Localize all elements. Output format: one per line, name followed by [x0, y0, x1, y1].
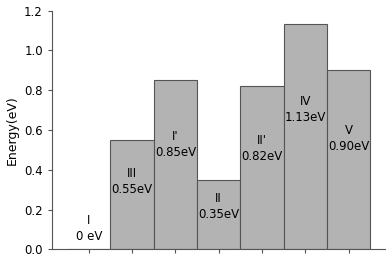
- Text: I
0 eV: I 0 eV: [75, 214, 102, 244]
- Bar: [283, 24, 327, 249]
- Bar: [154, 80, 197, 249]
- Text: IV
1.13eV: IV 1.13eV: [285, 95, 326, 124]
- Bar: [197, 180, 240, 249]
- Text: II'
0.82eV: II' 0.82eV: [241, 134, 283, 163]
- Text: III
0.55eV: III 0.55eV: [111, 167, 152, 196]
- Bar: [110, 140, 154, 249]
- Text: II
0.35eV: II 0.35eV: [198, 192, 239, 221]
- Y-axis label: Energy(eV): Energy(eV): [5, 95, 18, 165]
- Text: V
0.90eV: V 0.90eV: [328, 124, 369, 153]
- Text: I'
0.85eV: I' 0.85eV: [155, 130, 196, 159]
- Bar: [327, 70, 370, 249]
- Bar: [240, 86, 283, 249]
